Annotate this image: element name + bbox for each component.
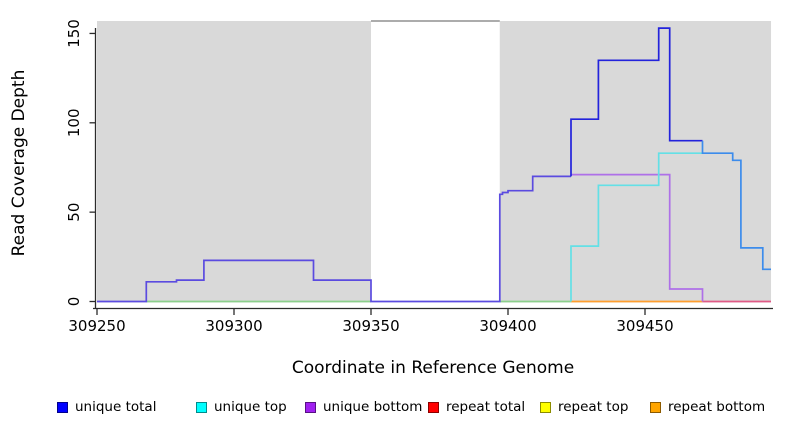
legend-swatch-icon: [428, 401, 439, 413]
y-axis-title: Read Coverage Depth: [9, 70, 29, 257]
legend-swatch-icon: [650, 401, 661, 413]
legend-label: repeat total: [446, 399, 526, 415]
legend-item-repeat-total: repeat total: [428, 399, 525, 415]
x-tick-label: 309300: [205, 317, 262, 335]
legend-item-unique-total: unique total: [57, 399, 156, 415]
x-axis-title: Coordinate in Reference Genome: [292, 358, 574, 378]
legend: unique total unique top unique bottom repea…: [0, 399, 792, 421]
y-tick-label: 50: [65, 203, 83, 222]
series-line-total-alone: [570, 27, 703, 177]
x-tick-label: 309400: [479, 317, 536, 335]
y-tick-label: 150: [65, 19, 83, 48]
shaded-region: [97, 21, 371, 303]
x-tick-label: 309250: [68, 317, 125, 335]
legend-item-unique-top: unique top: [196, 399, 287, 415]
series-line-unique-top-visible: [570, 152, 703, 302]
legend-label: repeat bottom: [668, 399, 766, 415]
legend-swatch-icon: [540, 401, 551, 413]
legend-swatch-icon: [305, 401, 316, 413]
legend-swatch-icon: [196, 401, 207, 413]
y-tick-label: 100: [65, 108, 83, 137]
series-line-unique-bottom-visible: [571, 173, 704, 302]
legend-item-unique-bottom: unique bottom: [305, 399, 422, 415]
x-tick-label: 309450: [616, 317, 673, 335]
x-tick-label: 309350: [342, 317, 399, 335]
legend-swatch-icon: [57, 401, 68, 413]
shaded-region: [499, 21, 772, 303]
legend-item-repeat-top: repeat top: [540, 399, 628, 415]
legend-label: unique bottom: [323, 399, 423, 415]
legend-label: unique top: [214, 399, 287, 415]
series-lines-layer: [97, 27, 771, 303]
y-tick-label: 0: [65, 297, 83, 307]
shaded-regions-layer: [97, 20, 772, 303]
legend-item-repeat-bottom: repeat bottom: [650, 399, 765, 415]
axes-layer: 309250 309300 309350 309400 309450 0 50 100 150: [65, 19, 773, 335]
series-line-total-over-bottom: [97, 175, 571, 303]
legend-label: repeat top: [558, 399, 629, 415]
series-line-total-over-top: [701, 140, 771, 271]
legend-label: unique total: [75, 399, 157, 415]
